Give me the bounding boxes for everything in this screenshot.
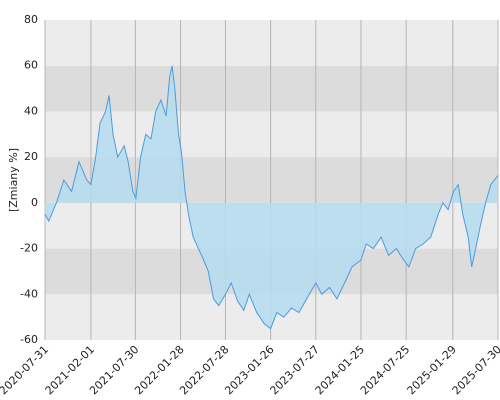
y-tick-label: 80	[24, 13, 38, 26]
line	[44, 65, 499, 330]
y-tick-label: -20	[20, 242, 38, 255]
y-tick-label: 20	[24, 150, 38, 163]
y-axis-label: [Zmiany %]	[7, 148, 20, 212]
y-tick-label: 40	[24, 104, 38, 117]
grid-band	[45, 65, 498, 112]
y-tick-label: -60	[20, 333, 38, 346]
y-tick-label: 60	[24, 59, 38, 72]
area-fill	[45, 65, 498, 329]
y-tick-label: -40	[20, 287, 38, 300]
grid-band	[45, 111, 498, 158]
grid-band	[45, 20, 498, 66]
y-tick-label: 0	[31, 196, 38, 209]
